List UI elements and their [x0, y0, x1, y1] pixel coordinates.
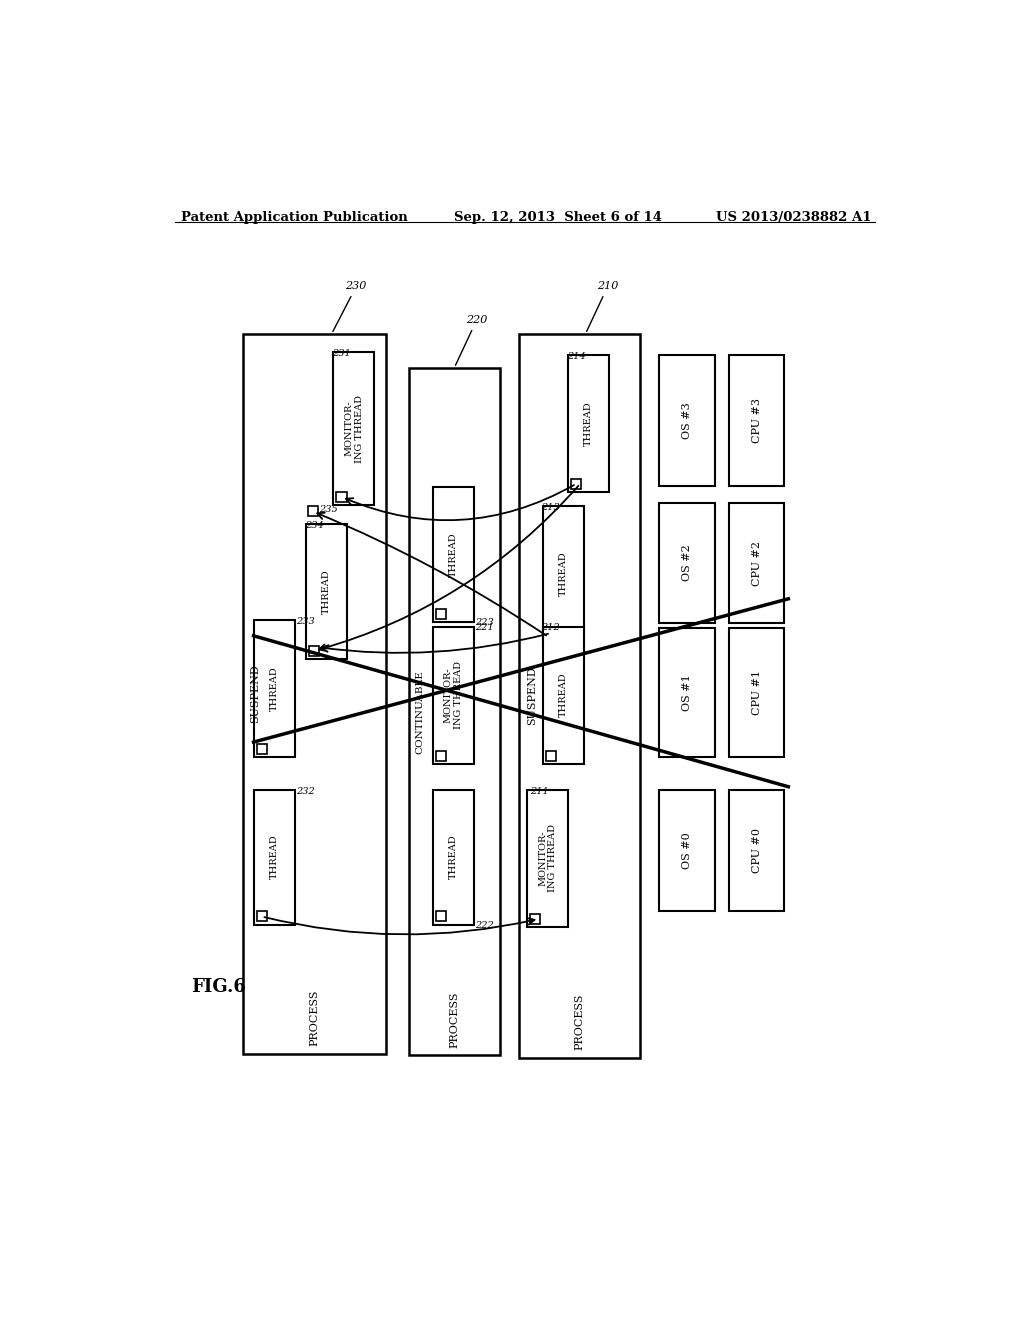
Text: THREAD: THREAD — [449, 532, 458, 577]
Text: CPU #1: CPU #1 — [752, 671, 762, 715]
Bar — [519, 334, 640, 1057]
Text: CPU #2: CPU #2 — [752, 540, 762, 586]
Bar — [254, 620, 295, 758]
Bar — [546, 751, 556, 760]
Text: 231: 231 — [332, 350, 350, 358]
Bar — [254, 789, 295, 924]
Bar — [257, 744, 266, 755]
Text: OS #0: OS #0 — [682, 832, 692, 869]
Text: OS #2: OS #2 — [682, 545, 692, 581]
Text: 211: 211 — [530, 787, 549, 796]
Bar — [432, 789, 474, 924]
Text: SUSPEND: SUSPEND — [250, 664, 260, 723]
Bar — [543, 507, 584, 642]
Text: THREAD: THREAD — [559, 673, 567, 717]
Text: CONTINUABLE: CONTINUABLE — [415, 669, 424, 754]
Text: 234: 234 — [305, 521, 324, 531]
Bar — [729, 503, 784, 623]
Bar — [243, 334, 386, 1053]
Text: US 2013/0238882 A1: US 2013/0238882 A1 — [717, 211, 872, 224]
Text: OS #3: OS #3 — [682, 401, 692, 438]
Text: 213: 213 — [541, 503, 560, 512]
Text: Sep. 12, 2013  Sheet 6 of 14: Sep. 12, 2013 Sheet 6 of 14 — [454, 211, 662, 224]
Text: MONITOR-
ING THREAD: MONITOR- ING THREAD — [538, 824, 557, 892]
Text: Patent Application Publication: Patent Application Publication — [180, 211, 408, 224]
Text: SUSPEND: SUSPEND — [526, 667, 537, 725]
Bar — [432, 627, 474, 763]
Text: THREAD: THREAD — [559, 552, 567, 597]
Text: 221: 221 — [475, 623, 494, 632]
Bar — [568, 355, 609, 492]
Bar — [571, 479, 582, 488]
Bar — [530, 913, 541, 924]
Bar — [658, 789, 715, 911]
Text: THREAD: THREAD — [269, 834, 279, 879]
Bar — [409, 368, 500, 1056]
Text: FIG.6: FIG.6 — [191, 978, 247, 997]
Bar — [658, 503, 715, 623]
Text: CPU #3: CPU #3 — [752, 397, 762, 442]
Text: 210: 210 — [587, 281, 618, 331]
Bar — [435, 911, 445, 921]
Text: OS #1: OS #1 — [682, 675, 692, 711]
Bar — [306, 524, 347, 659]
Text: 212: 212 — [541, 623, 560, 632]
Bar — [729, 789, 784, 911]
Text: MONITOR-
ING THREAD: MONITOR- ING THREAD — [443, 661, 463, 729]
Text: MONITOR-
ING THREAD: MONITOR- ING THREAD — [344, 395, 364, 463]
Text: 232: 232 — [296, 787, 315, 796]
Text: CPU #0: CPU #0 — [752, 828, 762, 873]
Text: PROCESS: PROCESS — [574, 994, 585, 1051]
Bar — [334, 352, 375, 506]
Bar — [543, 627, 584, 763]
Bar — [729, 355, 784, 486]
Bar — [527, 789, 568, 927]
Bar — [435, 609, 445, 619]
Text: THREAD: THREAD — [449, 834, 458, 879]
Bar — [257, 911, 266, 921]
Text: PROCESS: PROCESS — [450, 991, 460, 1048]
Text: 233: 233 — [296, 618, 315, 626]
Bar — [658, 628, 715, 758]
Text: THREAD: THREAD — [585, 401, 593, 446]
Text: 222: 222 — [475, 921, 494, 929]
Bar — [432, 487, 474, 622]
Bar — [658, 355, 715, 486]
Text: THREAD: THREAD — [323, 569, 332, 614]
Bar — [435, 751, 445, 760]
Text: THREAD: THREAD — [269, 667, 279, 711]
Text: 220: 220 — [456, 315, 487, 366]
Text: 235: 235 — [319, 506, 338, 513]
Bar — [729, 628, 784, 758]
Bar — [309, 645, 319, 656]
Text: 230: 230 — [333, 281, 367, 331]
Bar — [308, 507, 317, 516]
Bar — [546, 628, 556, 638]
Text: PROCESS: PROCESS — [309, 990, 319, 1047]
Text: 223: 223 — [475, 618, 494, 627]
Text: 214: 214 — [566, 351, 586, 360]
Bar — [337, 492, 346, 502]
